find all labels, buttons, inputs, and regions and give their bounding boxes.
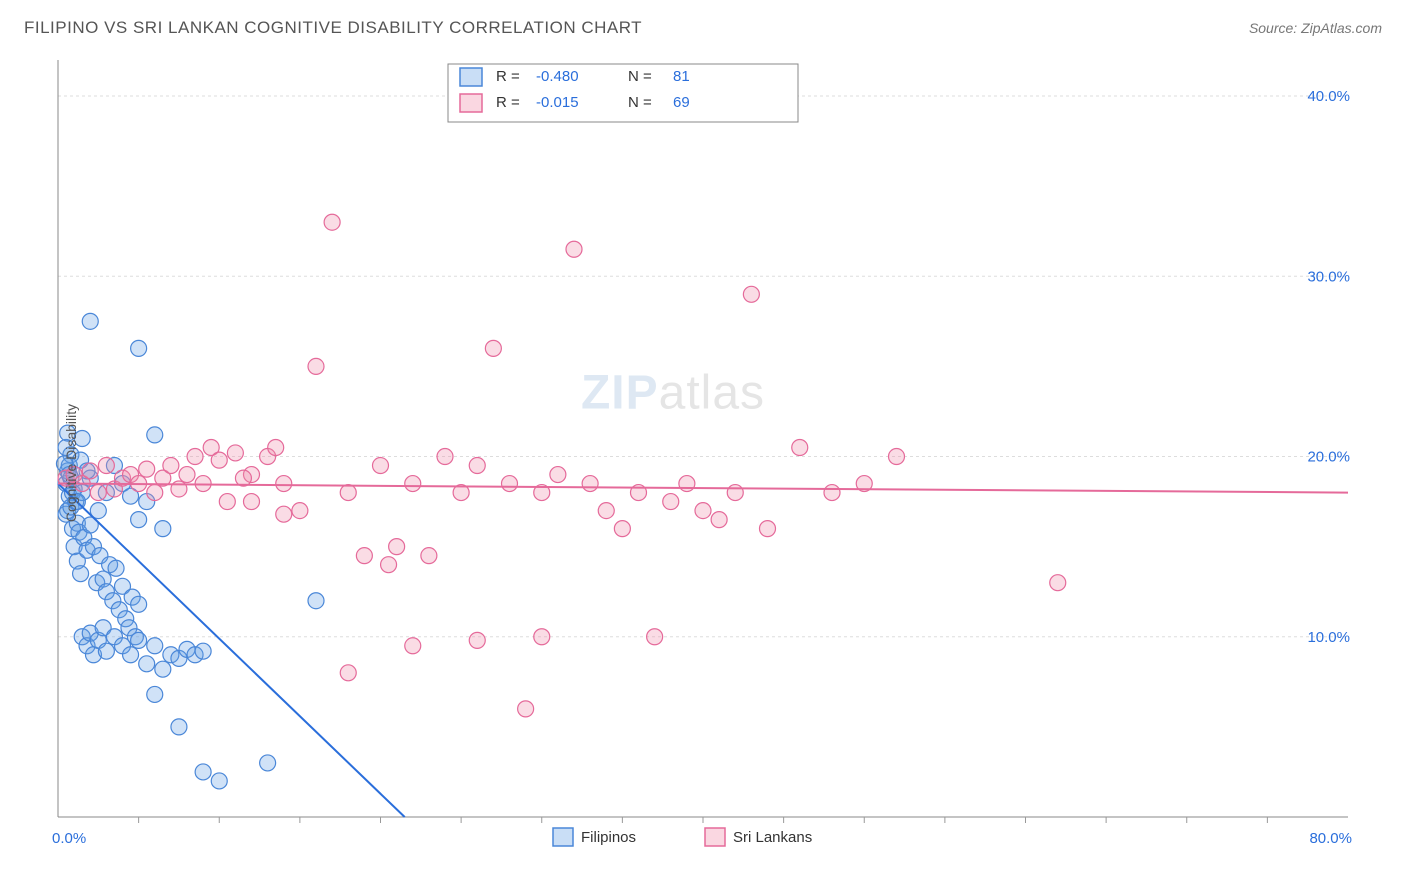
data-point bbox=[147, 485, 163, 501]
data-point bbox=[211, 452, 227, 468]
data-point bbox=[711, 512, 727, 528]
data-point bbox=[155, 521, 171, 537]
y-tick-label: 20.0% bbox=[1307, 449, 1350, 466]
legend-swatch bbox=[460, 68, 482, 86]
data-point bbox=[147, 686, 163, 702]
data-point bbox=[131, 340, 147, 356]
legend-n-value: 81 bbox=[673, 68, 690, 85]
data-point bbox=[614, 521, 630, 537]
data-point bbox=[824, 485, 840, 501]
data-point bbox=[324, 214, 340, 230]
data-point bbox=[90, 485, 106, 501]
y-tick-label: 10.0% bbox=[1307, 629, 1350, 646]
data-point bbox=[268, 440, 284, 456]
data-point bbox=[340, 485, 356, 501]
data-point bbox=[244, 494, 260, 510]
data-point bbox=[147, 638, 163, 654]
data-point bbox=[108, 560, 124, 576]
legend-swatch bbox=[460, 94, 482, 112]
data-point bbox=[437, 449, 453, 465]
data-point bbox=[227, 445, 243, 461]
y-tick-label: 40.0% bbox=[1307, 88, 1350, 105]
data-point bbox=[469, 458, 485, 474]
data-point bbox=[139, 461, 155, 477]
data-point bbox=[534, 629, 550, 645]
data-point bbox=[679, 476, 695, 492]
data-point bbox=[389, 539, 405, 555]
legend-series-name: Filipinos bbox=[581, 829, 636, 846]
data-point bbox=[98, 643, 114, 659]
data-point bbox=[73, 566, 89, 582]
data-point bbox=[792, 440, 808, 456]
chart-title: FILIPINO VS SRI LANKAN COGNITIVE DISABIL… bbox=[24, 18, 642, 38]
legend-swatch bbox=[705, 828, 725, 846]
data-point bbox=[760, 521, 776, 537]
legend-r-value: -0.480 bbox=[536, 68, 579, 85]
correlation-scatter-chart: 10.0% 20.0% 30.0% 40.0% ZIPatlas 0.0% 80.0% R =… bbox=[18, 52, 1358, 852]
legend-series-name: Sri Lankans bbox=[733, 829, 812, 846]
data-point bbox=[485, 340, 501, 356]
data-point bbox=[340, 665, 356, 681]
data-point bbox=[421, 548, 437, 564]
legend-swatch bbox=[553, 828, 573, 846]
trend-line bbox=[58, 484, 1348, 493]
data-point bbox=[405, 638, 421, 654]
data-point bbox=[195, 764, 211, 780]
data-point bbox=[155, 661, 171, 677]
data-point bbox=[276, 476, 292, 492]
legend-n-label: N = bbox=[628, 94, 652, 111]
legend-r-value: -0.015 bbox=[536, 94, 579, 111]
data-point bbox=[131, 596, 147, 612]
data-point bbox=[98, 458, 114, 474]
x-end-label: 80.0% bbox=[1309, 830, 1352, 847]
data-point bbox=[82, 463, 98, 479]
data-point bbox=[179, 467, 195, 483]
data-point bbox=[518, 701, 534, 717]
data-point bbox=[187, 449, 203, 465]
data-point bbox=[405, 476, 421, 492]
data-point bbox=[663, 494, 679, 510]
data-point bbox=[381, 557, 397, 573]
data-point bbox=[211, 773, 227, 789]
y-axis-label: Cognitive Disability bbox=[63, 404, 79, 522]
data-point bbox=[82, 313, 98, 329]
data-point bbox=[219, 494, 235, 510]
data-point bbox=[131, 512, 147, 528]
data-point bbox=[502, 476, 518, 492]
data-point bbox=[123, 647, 139, 663]
data-point bbox=[308, 593, 324, 609]
data-point bbox=[695, 503, 711, 519]
data-point bbox=[582, 476, 598, 492]
data-point bbox=[260, 755, 276, 771]
data-point bbox=[308, 358, 324, 374]
data-point bbox=[139, 656, 155, 672]
data-point bbox=[163, 458, 179, 474]
legend-n-value: 69 bbox=[673, 94, 690, 111]
data-point bbox=[647, 629, 663, 645]
data-point bbox=[469, 632, 485, 648]
data-point bbox=[235, 470, 251, 486]
data-point bbox=[356, 548, 372, 564]
data-point bbox=[276, 506, 292, 522]
data-point bbox=[1050, 575, 1066, 591]
data-point bbox=[147, 427, 163, 443]
data-point bbox=[292, 503, 308, 519]
data-point bbox=[727, 485, 743, 501]
y-tick-label: 30.0% bbox=[1307, 268, 1350, 285]
data-point bbox=[373, 458, 389, 474]
watermark: ZIPatlas bbox=[581, 367, 765, 420]
legend-r-label: R = bbox=[496, 68, 520, 85]
data-point bbox=[743, 286, 759, 302]
x-origin-label: 0.0% bbox=[52, 830, 86, 847]
source-label: Source: ZipAtlas.com bbox=[1249, 20, 1382, 36]
data-point bbox=[195, 643, 211, 659]
data-point bbox=[171, 719, 187, 735]
legend-n-label: N = bbox=[628, 68, 652, 85]
legend-r-label: R = bbox=[496, 94, 520, 111]
data-point bbox=[550, 467, 566, 483]
data-point bbox=[566, 241, 582, 257]
data-point bbox=[889, 449, 905, 465]
data-point bbox=[131, 632, 147, 648]
data-point bbox=[598, 503, 614, 519]
